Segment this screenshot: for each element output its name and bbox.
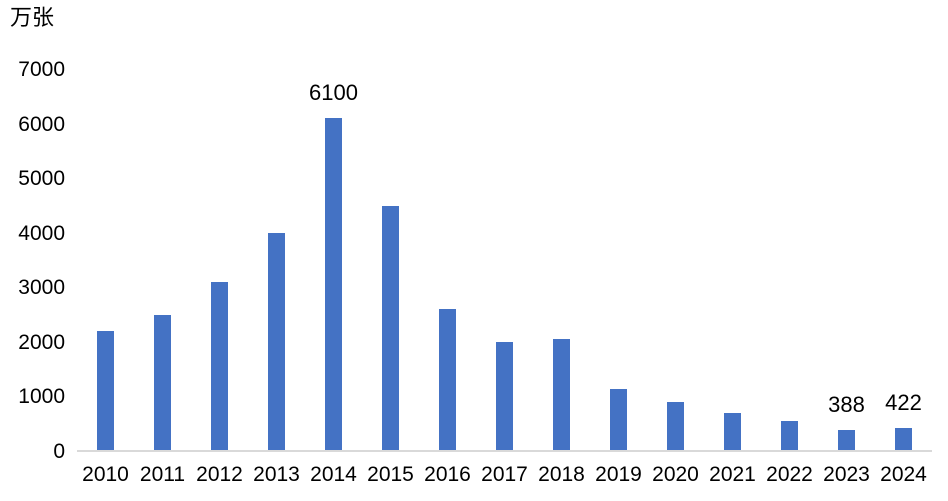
x-tick-label: 2015 <box>367 463 414 486</box>
x-tick-label: 2014 <box>310 463 357 486</box>
x-tick-label: 2024 <box>880 463 927 486</box>
x-tick-label: 2019 <box>595 463 642 486</box>
y-tick-label: 6000 <box>18 112 65 136</box>
bar-2015 <box>382 205 399 451</box>
x-tick-label: 2010 <box>82 463 129 486</box>
x-tick-label: 2023 <box>823 463 870 486</box>
data-label-2024: 422 <box>885 389 922 415</box>
x-tick-label: 2017 <box>481 463 528 486</box>
y-tick-label: 1000 <box>18 385 65 409</box>
bar-2019 <box>610 388 627 451</box>
bar-2012 <box>211 282 228 451</box>
x-tick-label: 2012 <box>196 463 243 486</box>
y-axis-unit-label: 万张 <box>10 5 55 30</box>
data-label-2014: 6100 <box>309 80 358 106</box>
x-tick-label: 2018 <box>538 463 585 486</box>
y-tick-label: 4000 <box>18 221 65 245</box>
x-tick-label: 2021 <box>709 463 756 486</box>
bar-2024 <box>895 427 912 451</box>
x-tick-label: 2011 <box>139 463 186 486</box>
x-tick-label: 2016 <box>424 463 471 486</box>
bar-2021 <box>724 412 741 451</box>
bar-2014 <box>325 118 342 451</box>
bar-2016 <box>439 309 456 451</box>
y-tick-label: 5000 <box>18 167 65 191</box>
bar-2022 <box>781 421 798 451</box>
bar-2018 <box>553 339 570 451</box>
x-tick-label: 2020 <box>652 463 699 486</box>
bar-2010 <box>97 331 114 451</box>
y-tick-label: 0 <box>53 440 65 463</box>
bar-2023 <box>838 429 855 451</box>
bar-2013 <box>268 232 285 451</box>
y-tick-label: 3000 <box>18 276 65 300</box>
x-tick-label: 2013 <box>253 463 300 486</box>
bar-2017 <box>496 341 513 451</box>
x-axis-line <box>77 450 932 452</box>
bar-2011 <box>154 314 171 451</box>
x-tick-label: 2022 <box>766 463 813 486</box>
bar-2020 <box>667 401 684 451</box>
data-label-2023: 388 <box>828 391 865 417</box>
y-tick-label: 7000 <box>18 58 65 82</box>
y-tick-label: 2000 <box>18 330 65 354</box>
